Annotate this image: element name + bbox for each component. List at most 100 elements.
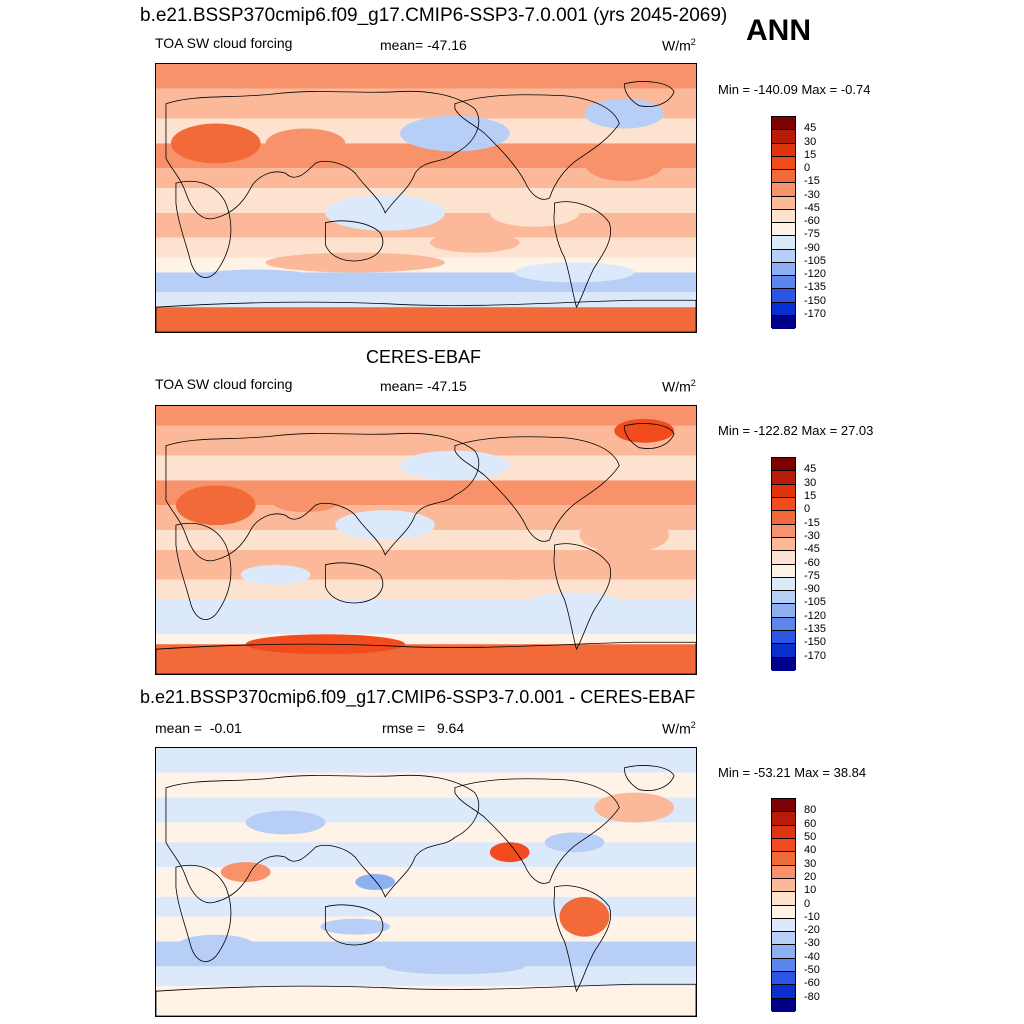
panel1-variable: TOA SW cloud forcing	[155, 35, 293, 51]
colorbar-tick-label: -90	[804, 583, 820, 596]
colorbar-tick-label: -60	[804, 977, 820, 990]
colorbar-swatch	[772, 302, 795, 316]
colorbar-tick-label: -105	[804, 254, 827, 267]
colorbar-tick-label: -20	[804, 924, 820, 937]
panel2-minmax: Min = -122.82 Max = 27.03	[718, 423, 874, 438]
panel1-map	[155, 63, 697, 333]
colorbar-swatch	[772, 249, 795, 263]
colorbar-tick-label: 15	[804, 148, 817, 161]
colorbar-swatch	[772, 812, 795, 826]
colorbar-swatch	[772, 497, 795, 512]
coastline	[165, 432, 480, 562]
colorbar-tick-label: -60	[804, 556, 820, 569]
coastline	[175, 180, 232, 278]
panel1-colorbar	[771, 116, 796, 329]
colorbar-tick-label: 45	[804, 122, 817, 135]
coastline	[454, 436, 620, 542]
coastline	[156, 299, 696, 332]
colorbar-swatch	[772, 617, 795, 632]
colorbar-swatch	[772, 236, 795, 250]
colorbar-tick-label: -40	[804, 950, 820, 963]
panel2-map	[155, 405, 697, 675]
colorbar-swatch	[772, 865, 795, 879]
coastline	[553, 201, 611, 309]
colorbar-tick-label: -90	[804, 241, 820, 254]
coastline	[324, 220, 384, 262]
colorbar-swatch	[772, 998, 795, 1012]
colorbar-swatch	[772, 130, 795, 144]
colorbar-tick-label: 20	[804, 870, 817, 883]
coastline	[454, 778, 620, 884]
colorbar-swatch	[772, 471, 795, 485]
colorbar-swatch	[772, 644, 795, 658]
colorbar-swatch	[772, 196, 795, 210]
colorbar-swatch	[772, 537, 795, 552]
panel1-mean: mean= -47.16	[380, 37, 467, 53]
colorbar-swatch	[772, 657, 795, 671]
colorbar-tick-label: -15	[804, 516, 820, 529]
colorbar-tick-label: 10	[804, 884, 817, 897]
colorbar-swatch	[772, 276, 795, 290]
colorbar-tick-label: -45	[804, 201, 820, 214]
colorbar-swatch	[772, 262, 795, 276]
colorbar-tick-label: -50	[804, 964, 820, 977]
colorbar-swatch	[772, 631, 795, 645]
colorbar-tick-label: -45	[804, 543, 820, 556]
colorbar-swatch	[772, 972, 795, 986]
colorbar-tick-label: 30	[804, 857, 817, 870]
colorbar-tick-label: -135	[804, 281, 827, 294]
colorbar-tick-label: 30	[804, 135, 817, 148]
figure-title: b.e21.BSSP370cmip6.f09_g17.CMIP6-SSP3-7.…	[140, 5, 728, 26]
colorbar-swatch	[772, 143, 795, 157]
panel3-rmse: rmse = 9.64	[382, 720, 465, 736]
colorbar-swatch	[772, 484, 795, 498]
colorbar-swatch	[772, 799, 795, 813]
colorbar-swatch	[772, 825, 795, 839]
coastline	[454, 94, 620, 200]
season-label: ANN	[746, 14, 811, 47]
coastline	[623, 81, 675, 107]
colorbar-tick-label: 60	[804, 817, 817, 830]
coastline	[623, 765, 675, 791]
panel1-units: W/m2	[662, 37, 696, 54]
colorbar-swatch	[772, 183, 795, 197]
panel2-colorbar	[771, 457, 796, 671]
colorbar-swatch	[772, 577, 795, 592]
colorbar-tick-label: -30	[804, 529, 820, 542]
colorbar-tick-label: -80	[804, 990, 820, 1003]
colorbar-tick-label: -30	[804, 937, 820, 950]
panel1-minmax: Min = -140.09 Max = -0.74	[718, 82, 871, 97]
colorbar-tick-label: -60	[804, 215, 820, 227]
coastline	[553, 885, 611, 993]
colorbar-tick-label: 30	[804, 476, 817, 489]
colorbar-tick-label: -150	[804, 294, 827, 307]
colorbar-swatch	[772, 604, 795, 618]
colorbar-swatch	[772, 892, 795, 906]
colorbar-swatch	[772, 918, 795, 933]
colorbar-tick-label: 50	[804, 830, 817, 843]
colorbar-swatch	[772, 117, 795, 131]
colorbar-swatch	[772, 315, 795, 329]
colorbar-swatch	[772, 905, 795, 919]
panel2-title: CERES-EBAF	[366, 347, 482, 367]
colorbar-tick-label: -75	[804, 569, 820, 582]
colorbar-tick-label: 0	[804, 897, 811, 910]
colorbar-tick-label: -105	[804, 596, 827, 609]
colorbar-swatch	[772, 945, 795, 959]
colorbar-swatch	[772, 591, 795, 605]
panel3-map	[155, 747, 697, 1017]
colorbar-swatch	[772, 511, 795, 525]
colorbar-tick-label: 40	[804, 844, 817, 857]
coastline	[324, 904, 384, 946]
colorbar-swatch	[772, 985, 795, 999]
contour-field	[156, 64, 696, 332]
colorbar-tick-label: 80	[804, 804, 817, 817]
colorbar-swatch	[772, 289, 795, 303]
coastline	[156, 641, 696, 674]
colorbar-tick-label: -120	[804, 268, 827, 280]
colorbar-swatch	[772, 878, 795, 893]
colorbar-swatch	[772, 209, 795, 223]
contour-field	[156, 748, 696, 1016]
panel2-mean: mean= -47.15	[380, 378, 467, 394]
coastline	[175, 864, 232, 962]
